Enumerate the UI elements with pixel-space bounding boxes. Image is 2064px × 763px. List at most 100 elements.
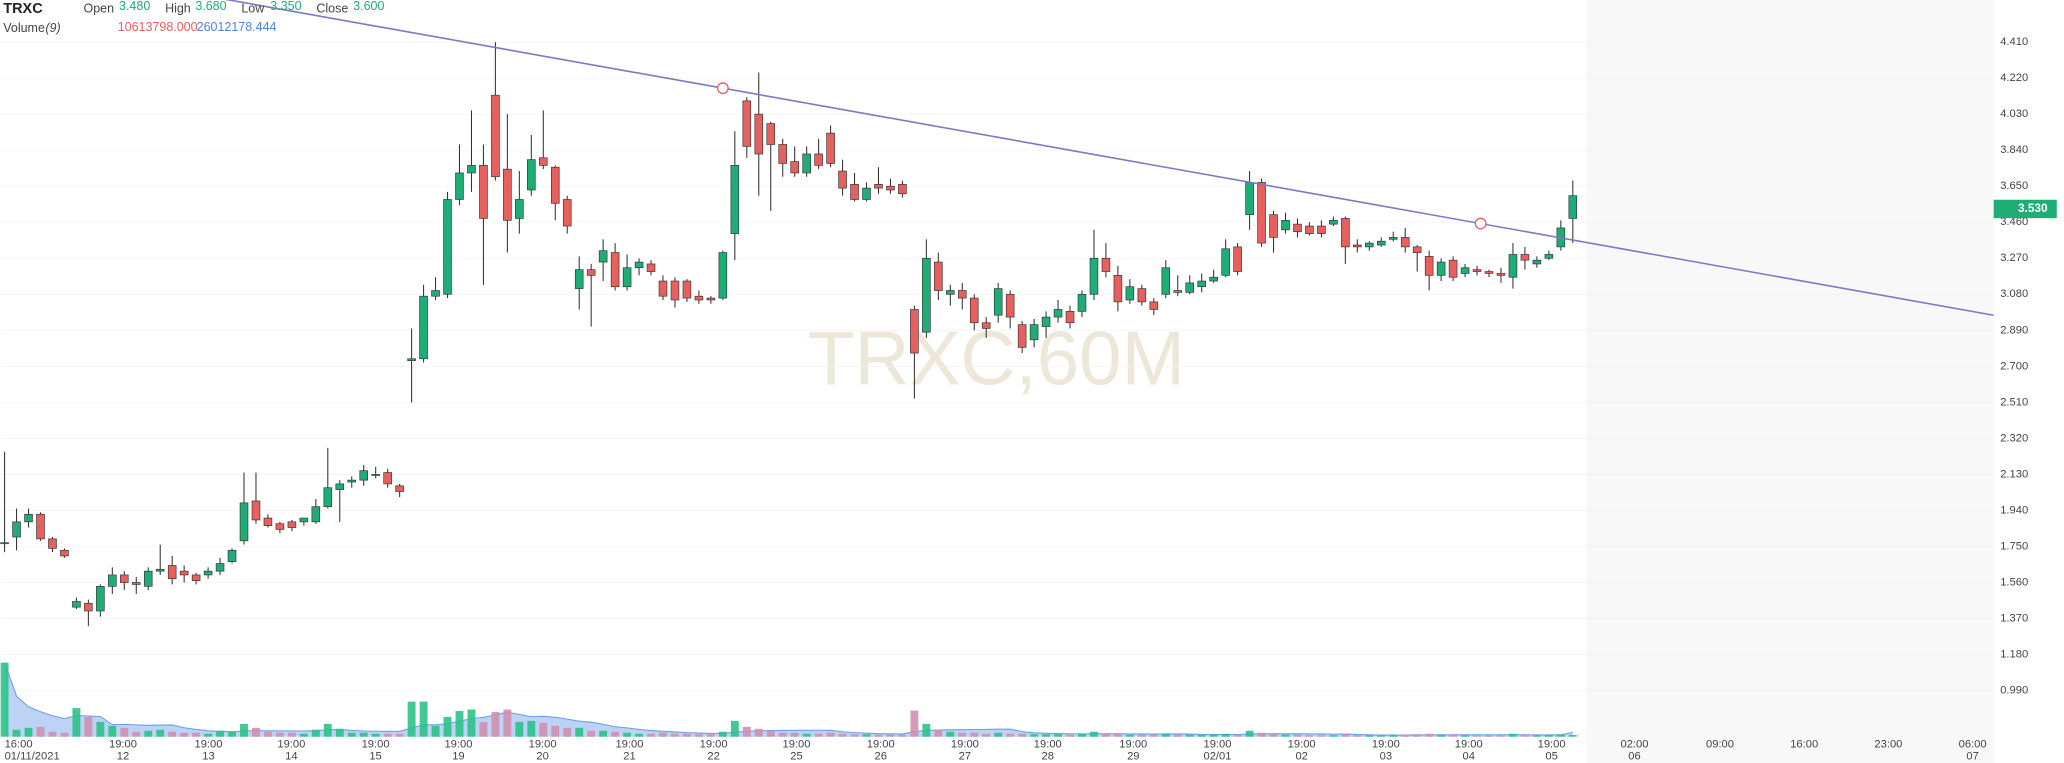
candle-body [167,565,177,580]
volume-label: Volume [3,21,45,35]
volume-bar [1293,734,1302,737]
volume-bar [1245,730,1254,737]
candle-body [120,574,129,583]
volume-bar [862,734,871,737]
volume-bar [1149,734,1158,737]
candle-body [1436,261,1446,276]
volume-bar [335,728,344,737]
x-tick-date: 27 [959,750,971,762]
open-value: 3.480 [119,0,150,13]
x-tick-date: 02/01 [1204,750,1232,762]
candle-body [527,159,536,191]
x-tick-time: 19:00 [1538,739,1566,751]
candle-body [1400,237,1410,248]
volume-bar [36,726,45,737]
candle-body [203,570,213,576]
candle-body [694,295,704,301]
candle-body [1508,254,1518,278]
volume-bar [287,732,296,737]
trendline-anchor [716,82,729,95]
y-tick-label: 0.990 [2000,685,2028,697]
candle-body [1341,218,1350,248]
volume-bar [1509,733,1517,737]
volume-bar [1197,734,1206,737]
candle-body [790,161,799,174]
candle-body [838,170,847,189]
y-tick-label: 2.320 [2000,432,2028,444]
candle-body [1365,242,1374,248]
volume-bar [1401,734,1410,737]
volume-bar [1556,734,1565,737]
candle-body [1113,275,1123,303]
candle-body [515,199,524,219]
candle-body [1209,276,1218,282]
volume-bar [120,727,129,737]
volume-bar [766,730,775,737]
candle-body [778,144,787,164]
candle-body [48,538,57,549]
candle-body [1532,259,1542,265]
candle-body [227,549,237,562]
volume-bar [503,709,512,737]
volume-bar [96,721,105,737]
volume-bar [1520,734,1529,737]
volume-ma-area [4,662,1573,737]
volume-bar [1365,735,1374,737]
volume-period: (9) [45,21,60,35]
volume-bar [1161,733,1170,737]
candle-body [634,261,644,269]
candle-body [898,183,907,195]
candle-body [1317,225,1326,234]
volume-bar [455,711,464,737]
candle-body [622,267,632,288]
volume-bar [623,732,632,737]
volume-bar [204,733,213,737]
volume-bar [659,732,667,737]
candle-body [311,506,321,523]
volume-bar [1030,734,1039,737]
x-tick-time: 19:00 [700,739,728,751]
volume-bar [1137,734,1146,737]
volume-bar [611,731,620,737]
candle-body [12,521,21,538]
volume-bar [910,710,919,737]
x-tick-date: 26 [874,750,886,762]
candle-body [455,172,464,200]
volume-bar [1532,735,1541,737]
candle-body [359,470,368,481]
volume-bar [754,728,763,737]
candle-body [1089,257,1099,295]
candle-body [1017,324,1027,348]
volume-bar [1497,735,1505,737]
volume-bar [1066,734,1074,737]
x-tick-time: 19:00 [1119,739,1147,751]
x-tick-date: 21 [623,750,635,762]
volume-bar [371,733,380,737]
volume-bar [144,730,153,737]
volume-bar [1042,734,1051,737]
volume-bar [790,732,799,737]
x-tick-date: 15 [369,750,381,762]
x-tick-time: 09:00 [1706,739,1734,751]
volume-bar [168,731,177,737]
candle-body [742,100,752,147]
volume-bar [898,734,907,737]
volume-bar [694,734,703,737]
volume-bar [1449,734,1458,737]
volume-bar [958,732,967,737]
volume-bar [539,722,548,737]
candle-body [36,513,45,540]
candle-body [1293,223,1302,233]
volume-bar [443,716,452,737]
candle-body [862,187,871,200]
candle-body [24,513,33,523]
candle-body [503,168,512,221]
x-tick-time: 16:00 [5,739,33,751]
volume-bar [982,733,991,737]
x-tick-time: 19:00 [615,739,643,751]
candle-body [1520,254,1530,261]
candle-body [1281,220,1290,231]
y-tick-label: 4.030 [2000,108,2028,120]
candle-body [574,269,584,289]
volume-bar [1078,733,1086,737]
